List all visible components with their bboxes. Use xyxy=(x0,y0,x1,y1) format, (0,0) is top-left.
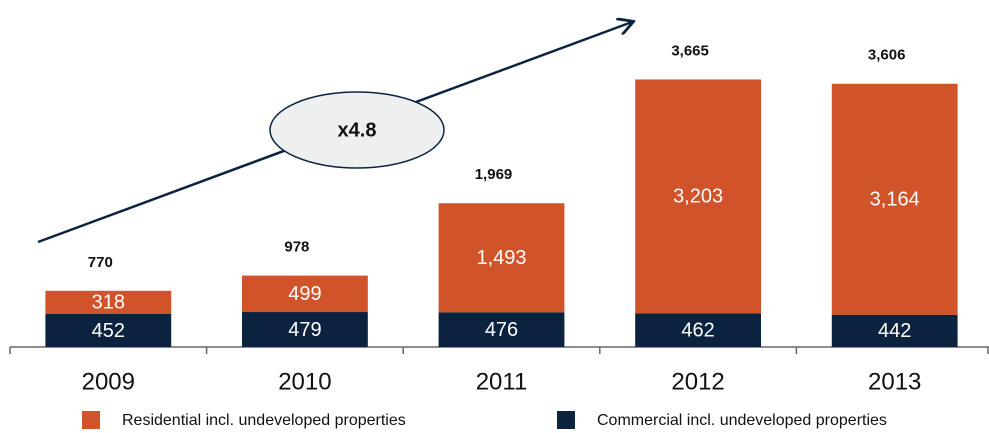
bar-segment xyxy=(831,83,958,315)
value-label: 318 xyxy=(92,292,125,314)
bar-segment xyxy=(831,314,958,347)
value-label: 462 xyxy=(681,319,714,341)
bar-segment xyxy=(45,314,172,347)
value-label: 1,493 xyxy=(476,247,526,269)
bar-segment xyxy=(241,275,368,313)
total-label: 1,969 xyxy=(475,166,513,183)
x-tick-label: 2010 xyxy=(278,368,331,395)
legend-label: Commercial incl. undeveloped properties xyxy=(597,412,887,429)
legend-label: Residential incl. undeveloped properties xyxy=(122,412,406,429)
annotation: x4.8 xyxy=(338,119,377,141)
legend-swatch xyxy=(82,411,100,429)
x-tick-label: 2011 xyxy=(476,368,528,395)
annotation-bubble xyxy=(269,91,445,169)
x-tick-label: 2013 xyxy=(868,368,921,395)
bar-segment xyxy=(241,312,368,347)
value-label: 3,203 xyxy=(673,186,723,208)
value-label: 3,164 xyxy=(870,189,920,211)
value-label: 499 xyxy=(288,283,321,305)
total-label: 3,665 xyxy=(671,42,709,59)
total-label: 3,606 xyxy=(868,47,906,64)
bar-segment xyxy=(438,312,565,347)
total-label: 770 xyxy=(88,254,113,271)
value-label: 476 xyxy=(485,319,518,341)
x-tick-label: 2009 xyxy=(82,368,135,395)
bar-segment xyxy=(635,313,762,347)
value-label: 442 xyxy=(878,320,911,342)
bar-segment xyxy=(45,290,172,315)
x-tick-label: 2012 xyxy=(671,368,724,395)
bar-segment xyxy=(438,203,565,313)
value-label: 479 xyxy=(288,319,321,341)
legend-swatch xyxy=(557,411,575,429)
value-label: 452 xyxy=(92,320,125,342)
bar-segment xyxy=(635,79,762,314)
total-label: 978 xyxy=(284,239,309,256)
